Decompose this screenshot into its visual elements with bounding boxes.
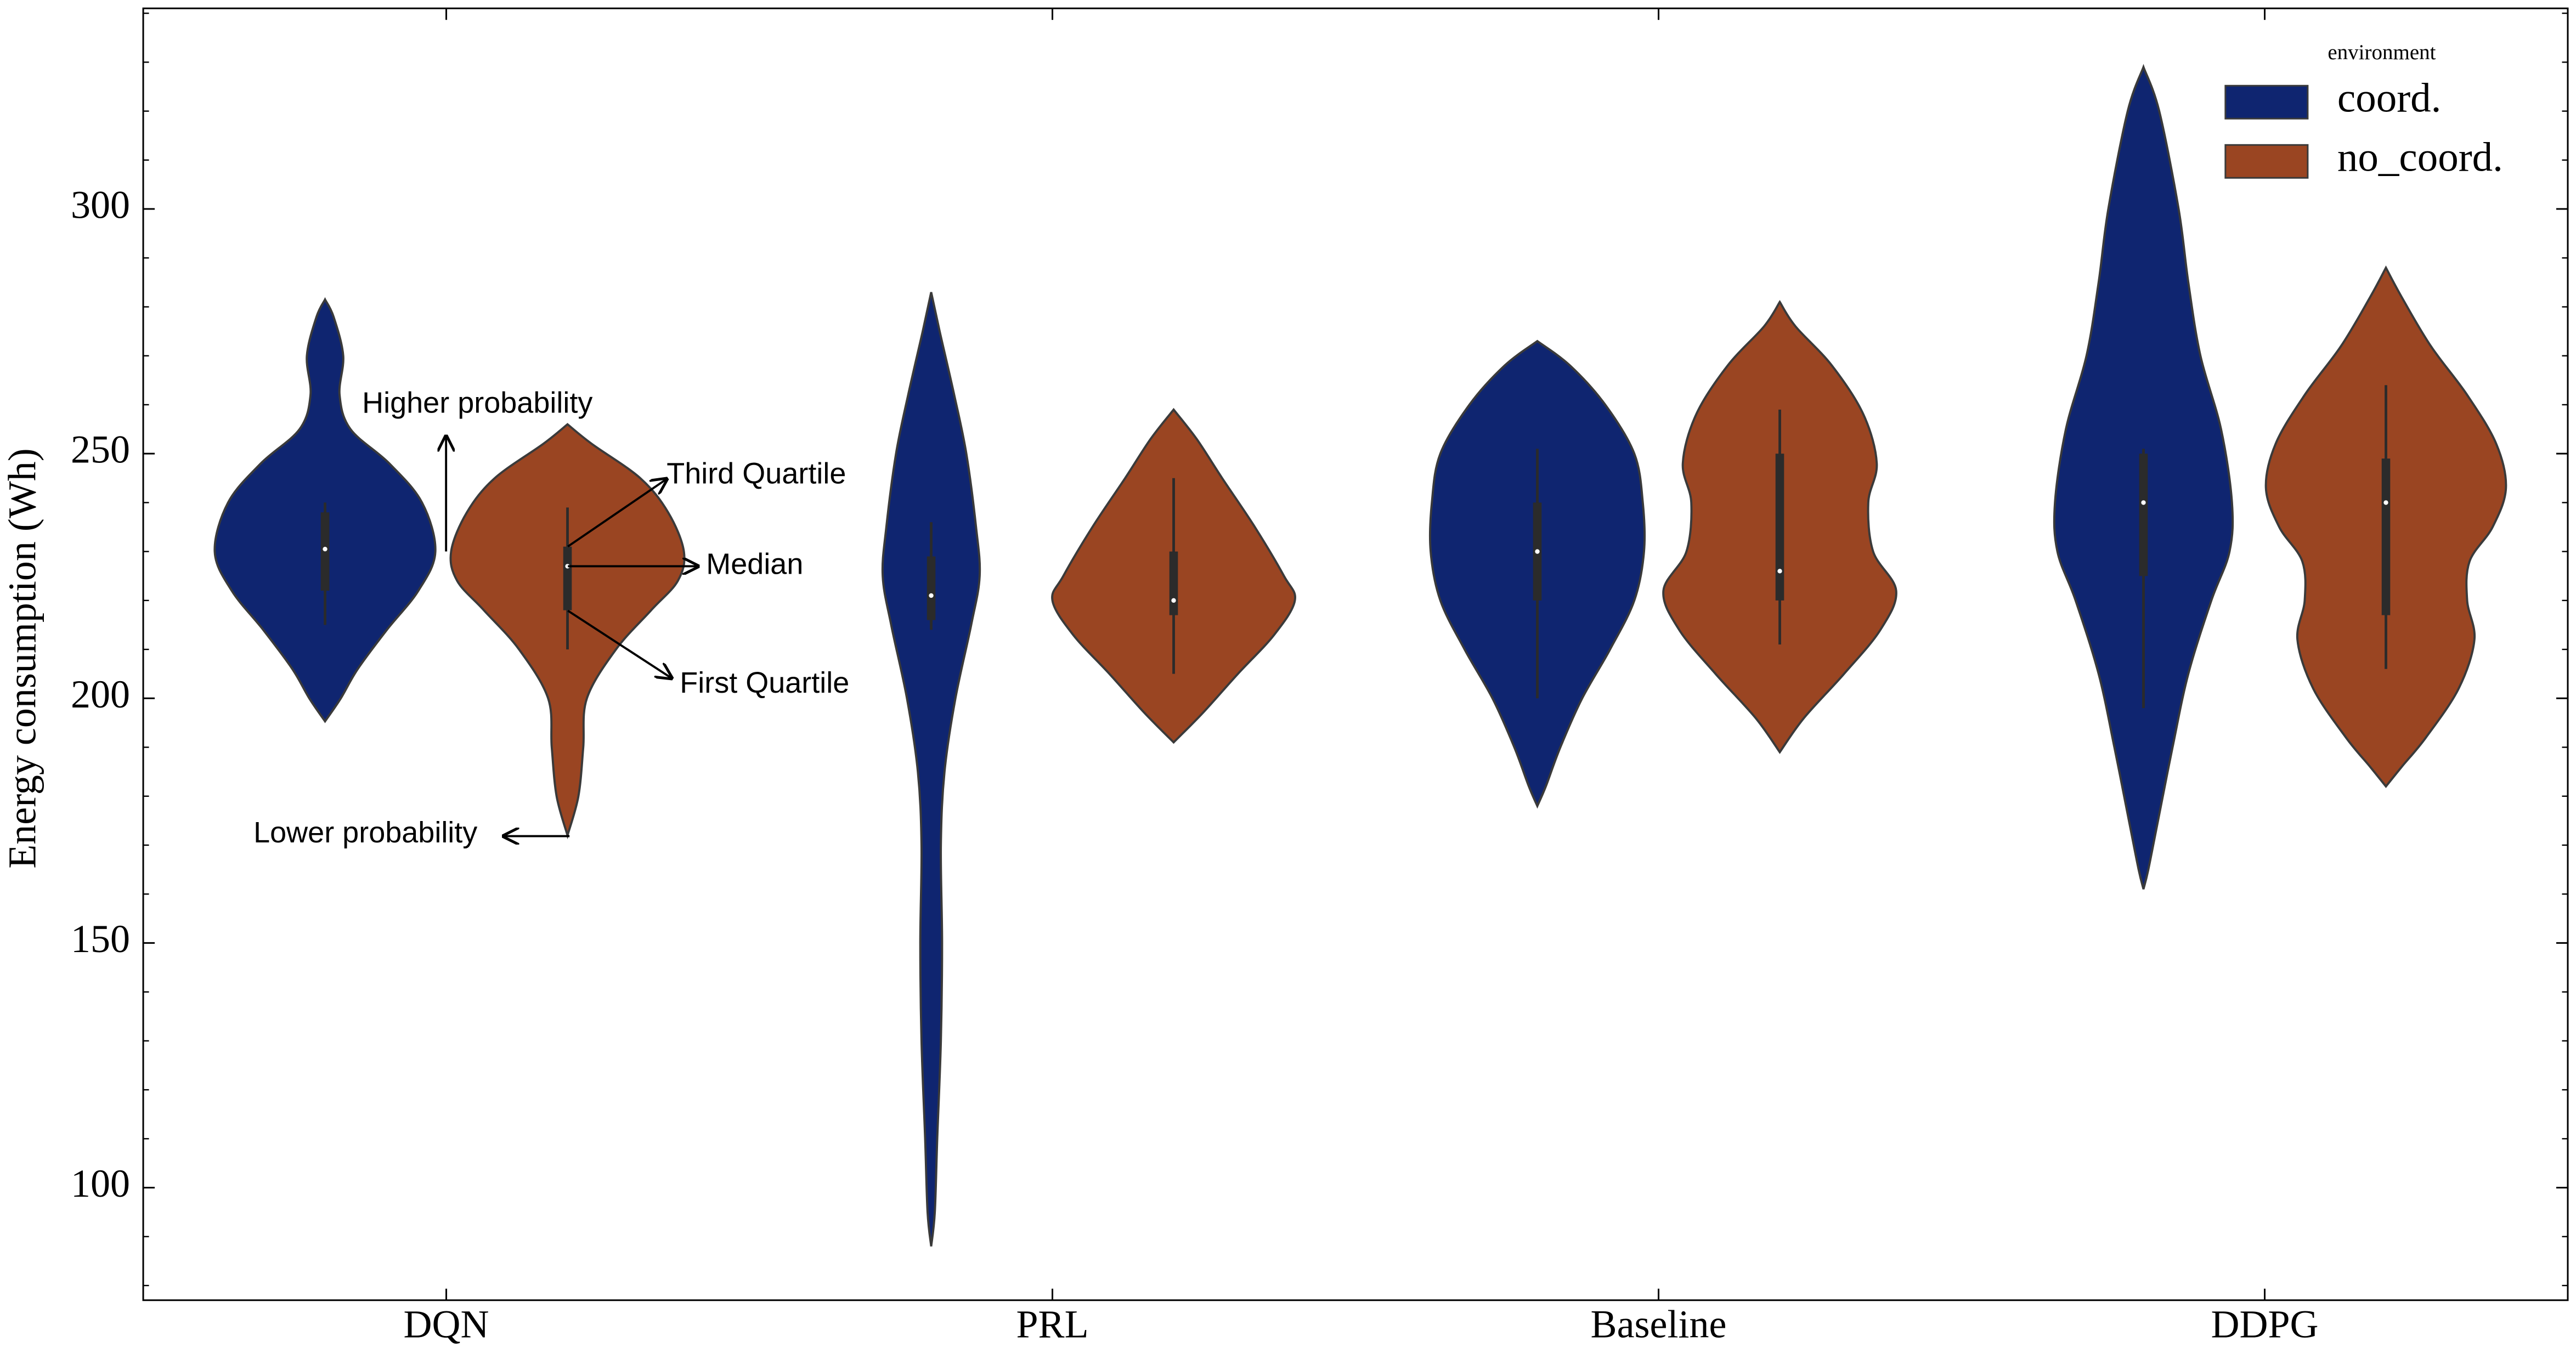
annotations xyxy=(446,436,698,836)
y-tick-label: 200 xyxy=(71,672,130,716)
legend-label: coord. xyxy=(2337,75,2442,121)
y-tick-label: 100 xyxy=(71,1162,130,1205)
y-axis-label: Energy consumption (Wh) xyxy=(1,448,44,869)
median xyxy=(1535,549,1540,554)
y-tick-label: 300 xyxy=(71,183,130,227)
iqr-box xyxy=(320,512,330,591)
x-tick-label: DQN xyxy=(404,1302,489,1346)
x-tick-label: DDPG xyxy=(2211,1302,2318,1346)
annotation: Lower probability xyxy=(253,816,477,849)
iqr-box xyxy=(1169,551,1178,615)
median xyxy=(1171,598,1176,603)
iqr-box xyxy=(927,556,936,620)
iqr-box xyxy=(2139,454,2148,576)
median xyxy=(2141,500,2146,505)
annotation: First Quartile xyxy=(680,666,849,699)
median xyxy=(565,564,570,569)
iqr-box xyxy=(563,546,572,610)
annotation: Higher probability xyxy=(362,387,592,420)
legend-label: no_coord. xyxy=(2337,135,2503,180)
legend-swatch xyxy=(2224,144,2309,179)
annotation: Median xyxy=(706,548,803,581)
x-tick-label: Baseline xyxy=(1591,1302,1727,1346)
median xyxy=(1777,569,1782,574)
legend-swatch xyxy=(2224,84,2309,120)
y-tick-label: 150 xyxy=(71,917,130,961)
legend-title: environment xyxy=(2328,41,2436,64)
x-tick-label: PRL xyxy=(1016,1302,1089,1346)
median xyxy=(2383,500,2388,505)
y-tick-label: 250 xyxy=(71,428,130,472)
annotation-arrow xyxy=(567,479,666,548)
annotation: Third Quartile xyxy=(666,457,846,490)
median xyxy=(323,546,327,552)
iqr-box xyxy=(1775,454,1784,601)
axes-frame xyxy=(142,7,2569,1301)
annotation-arrow xyxy=(567,609,671,678)
iqr-box xyxy=(2381,458,2391,615)
violin xyxy=(881,292,981,1247)
plot-area xyxy=(213,64,2507,1247)
median xyxy=(929,593,934,598)
